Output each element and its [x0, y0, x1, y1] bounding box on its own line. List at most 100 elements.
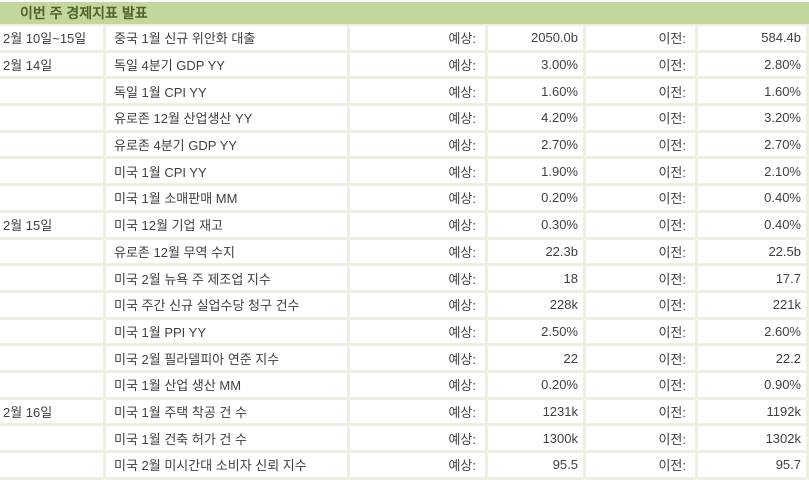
table-row: 미국 1월 PPI YY 예상: 2.50% 이전: 2.60%: [0, 319, 809, 347]
previous-label: 이전:: [586, 79, 698, 107]
date-cell: [0, 346, 106, 373]
expected-label: 예상:: [350, 319, 488, 347]
indicator-cell: 미국 1월 소매판매 MM: [106, 186, 350, 213]
previous-value-cell: 2.70%: [698, 132, 809, 160]
expected-label: 예상:: [350, 346, 488, 373]
previous-label: 이전:: [586, 159, 698, 187]
expected-value-cell: 0.20%: [488, 372, 586, 400]
indicator-cell: 독일 1월 CPI YY: [106, 79, 350, 107]
table-row: 유로존 12월 산업생산 YY 예상: 4.20% 이전: 3.20%: [0, 106, 809, 133]
table-title: 이번 주 경제지표 발표: [20, 5, 148, 21]
indicator-cell: 미국 2월 필라델피아 연준 지수: [106, 346, 350, 373]
previous-label: 이전:: [586, 106, 698, 133]
table-row: 유로존 12월 무역 수지 예상: 22.3b 이전: 22.5b: [0, 239, 809, 267]
expected-label: 예상:: [350, 52, 488, 80]
date-cell: 2월 10일~15일: [0, 26, 106, 53]
table-body: 2월 10일~15일 중국 1월 신규 위안화 대출 예상: 2050.0b 이…: [0, 26, 809, 480]
expected-value-cell: 1.90%: [488, 159, 586, 187]
previous-label: 이전:: [586, 26, 698, 53]
expected-value-cell: 1231k: [488, 399, 586, 427]
date-cell: [0, 426, 106, 453]
previous-value-cell: 221k: [698, 292, 809, 320]
expected-label: 예상:: [350, 132, 488, 160]
previous-value-cell: 0.40%: [698, 212, 809, 240]
expected-label: 예상:: [350, 372, 488, 400]
expected-value-cell: 95.5: [488, 453, 586, 480]
indicator-cell: 미국 2월 미시간대 소비자 신뢰 지수: [106, 453, 350, 480]
date-cell: [0, 239, 106, 267]
previous-label: 이전:: [586, 453, 698, 480]
expected-label: 예상:: [350, 212, 488, 240]
indicator-cell: 미국 주간 신규 실업수당 청구 건수: [106, 292, 350, 320]
indicator-cell: 미국 1월 건축 허가 건 수: [106, 426, 350, 453]
previous-value-cell: 17.7: [698, 266, 809, 293]
indicator-cell: 독일 4분기 GDP YY: [106, 52, 350, 80]
previous-label: 이전:: [586, 372, 698, 400]
date-cell: 2월 16일: [0, 399, 106, 427]
expected-label: 예상:: [350, 399, 488, 427]
previous-value-cell: 1302k: [698, 426, 809, 453]
date-cell: [0, 186, 106, 213]
expected-value-cell: 2050.0b: [488, 26, 586, 53]
indicator-cell: 미국 1월 주택 착공 건 수: [106, 399, 350, 427]
date-cell: [0, 132, 106, 160]
previous-label: 이전:: [586, 52, 698, 80]
previous-value-cell: 22.2: [698, 346, 809, 373]
table-row: 유로존 4분기 GDP YY 예상: 2.70% 이전: 2.70%: [0, 132, 809, 160]
previous-label: 이전:: [586, 239, 698, 267]
expected-value-cell: 22: [488, 346, 586, 373]
previous-value-cell: 1192k: [698, 399, 809, 427]
table-row: 미국 1월 산업 생산 MM 예상: 0.20% 이전: 0.90%: [0, 372, 809, 400]
date-cell: [0, 372, 106, 400]
previous-label: 이전:: [586, 426, 698, 453]
date-cell: 2월 15일: [0, 212, 106, 240]
expected-label: 예상:: [350, 426, 488, 453]
indicator-cell: 미국 2월 뉴욕 주 제조업 지수: [106, 266, 350, 293]
previous-label: 이전:: [586, 132, 698, 160]
table-title-bar: 이번 주 경제지표 발표: [0, 2, 809, 26]
expected-value-cell: 1.60%: [488, 79, 586, 107]
table-row: 2월 10일~15일 중국 1월 신규 위안화 대출 예상: 2050.0b 이…: [0, 26, 809, 53]
indicator-cell: 중국 1월 신규 위안화 대출: [106, 26, 350, 53]
table-row: 2월 15일 미국 12월 기업 재고 예상: 0.30% 이전: 0.40%: [0, 212, 809, 240]
previous-value-cell: 2.80%: [698, 52, 809, 80]
table-row: 2월 16일 미국 1월 주택 착공 건 수 예상: 1231k 이전: 119…: [0, 399, 809, 427]
expected-label: 예상:: [350, 186, 488, 213]
expected-value-cell: 2.70%: [488, 132, 586, 160]
indicator-table: 2월 10일~15일 중국 1월 신규 위안화 대출 예상: 2050.0b 이…: [0, 26, 809, 480]
date-cell: [0, 319, 106, 347]
indicator-cell: 유로존 12월 산업생산 YY: [106, 106, 350, 133]
table-row: 미국 1월 건축 허가 건 수 예상: 1300k 이전: 1302k: [0, 426, 809, 453]
table-row: 미국 1월 CPI YY 예상: 1.90% 이전: 2.10%: [0, 159, 809, 187]
expected-value-cell: 22.3b: [488, 239, 586, 267]
indicator-cell: 유로존 4분기 GDP YY: [106, 132, 350, 160]
date-cell: [0, 453, 106, 480]
expected-value-cell: 4.20%: [488, 106, 586, 133]
indicator-cell: 유로존 12월 무역 수지: [106, 239, 350, 267]
indicator-cell: 미국 12월 기업 재고: [106, 212, 350, 240]
expected-label: 예상:: [350, 453, 488, 480]
date-cell: [0, 266, 106, 293]
expected-label: 예상:: [350, 159, 488, 187]
previous-value-cell: 0.90%: [698, 372, 809, 400]
previous-label: 이전:: [586, 319, 698, 347]
expected-label: 예상:: [350, 26, 488, 53]
expected-value-cell: 18: [488, 266, 586, 293]
previous-label: 이전:: [586, 266, 698, 293]
previous-value-cell: 0.40%: [698, 186, 809, 213]
previous-value-cell: 1.60%: [698, 79, 809, 107]
expected-label: 예상:: [350, 266, 488, 293]
date-cell: [0, 292, 106, 320]
previous-value-cell: 95.7: [698, 453, 809, 480]
indicator-cell: 미국 1월 PPI YY: [106, 319, 350, 347]
previous-value-cell: 22.5b: [698, 239, 809, 267]
expected-value-cell: 2.50%: [488, 319, 586, 347]
previous-label: 이전:: [586, 186, 698, 213]
previous-value-cell: 3.20%: [698, 106, 809, 133]
indicator-cell: 미국 1월 CPI YY: [106, 159, 350, 187]
previous-value-cell: 2.60%: [698, 319, 809, 347]
previous-label: 이전:: [586, 399, 698, 427]
table-row: 미국 2월 뉴욕 주 제조업 지수 예상: 18 이전: 17.7: [0, 266, 809, 293]
date-cell: [0, 106, 106, 133]
expected-label: 예상:: [350, 239, 488, 267]
